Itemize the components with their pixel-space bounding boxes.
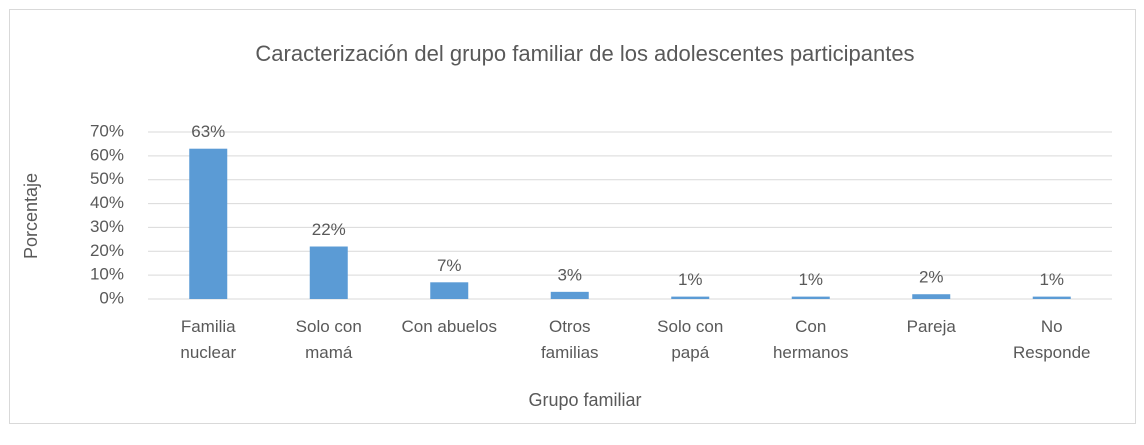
x-tick-label-line: Otros [549,317,591,336]
bar [1032,296,1071,299]
data-label: 1% [1039,270,1064,289]
x-axis-label: Grupo familiar [528,390,641,410]
data-label: 7% [437,256,462,275]
y-tick-label: 50% [90,169,124,188]
data-label: 1% [678,270,703,289]
y-tick-label: 10% [90,265,124,284]
bar [550,291,589,299]
x-tick-label-line: Responde [1013,343,1091,362]
x-tick-label: Otros familias [541,317,599,362]
bar [912,294,951,299]
x-tick-label-line: nuclear [180,343,236,362]
x-tick-label-line: No [1041,317,1063,336]
y-tick-label: 60% [90,145,124,164]
y-tick-label: 40% [90,193,124,212]
data-label: 63% [191,122,225,141]
y-axis-label: Porcentaje [21,173,41,259]
data-label: 2% [919,268,944,287]
x-tick-label-line: mamá [305,343,353,362]
y-tick-label: 20% [90,241,124,260]
x-tick-label-line: familias [541,343,599,362]
bar [791,296,830,299]
y-tick-label: 70% [90,121,124,140]
x-tick-label-line: papá [671,343,709,362]
x-tick-label-line: Pareja [907,317,957,336]
data-label: 1% [798,270,823,289]
chart-title: Caracterización del grupo familiar de lo… [255,41,914,66]
x-tick-label-line: Familia [181,317,236,336]
bar [671,296,710,299]
x-tick-label: Con abuelos [402,317,497,336]
y-tick-label: 30% [90,217,124,236]
x-tick-label-line: Solo con [657,317,723,336]
x-tick-label-line: Con abuelos [402,317,497,336]
x-tick-label: Con hermanos [773,317,849,362]
x-tick-label-line: Con [795,317,826,336]
data-label: 3% [557,265,582,284]
x-tick-label-line: hermanos [773,343,849,362]
bar [189,148,228,299]
x-tick-label: Pareja [907,317,957,336]
bar [309,246,348,299]
data-label: 22% [312,220,346,239]
x-tick-label-line: Solo con [296,317,362,336]
y-tick-label: 0% [99,288,124,307]
bar [430,282,469,299]
x-tick-label: Familia nuclear [180,317,236,362]
x-tick-label: No Responde [1013,317,1091,362]
x-tick-label: Solo con mamá [296,317,362,362]
x-tick-label: Solo con papá [657,317,723,362]
